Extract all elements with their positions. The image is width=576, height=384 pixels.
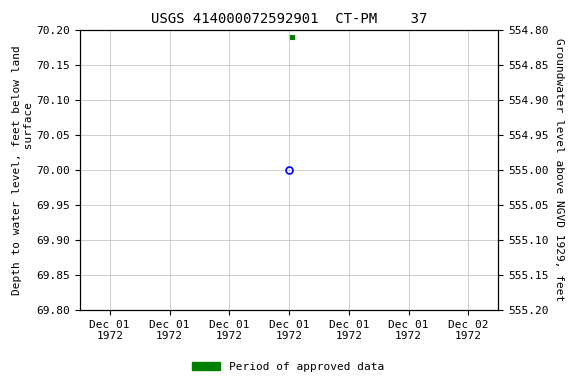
- Title: USGS 414000072592901  CT-PM    37: USGS 414000072592901 CT-PM 37: [151, 12, 427, 26]
- Y-axis label: Depth to water level, feet below land
             surface: Depth to water level, feet below land su…: [12, 45, 33, 295]
- Y-axis label: Groundwater level above NGVD 1929, feet: Groundwater level above NGVD 1929, feet: [554, 38, 564, 301]
- Legend: Period of approved data: Period of approved data: [188, 358, 388, 377]
